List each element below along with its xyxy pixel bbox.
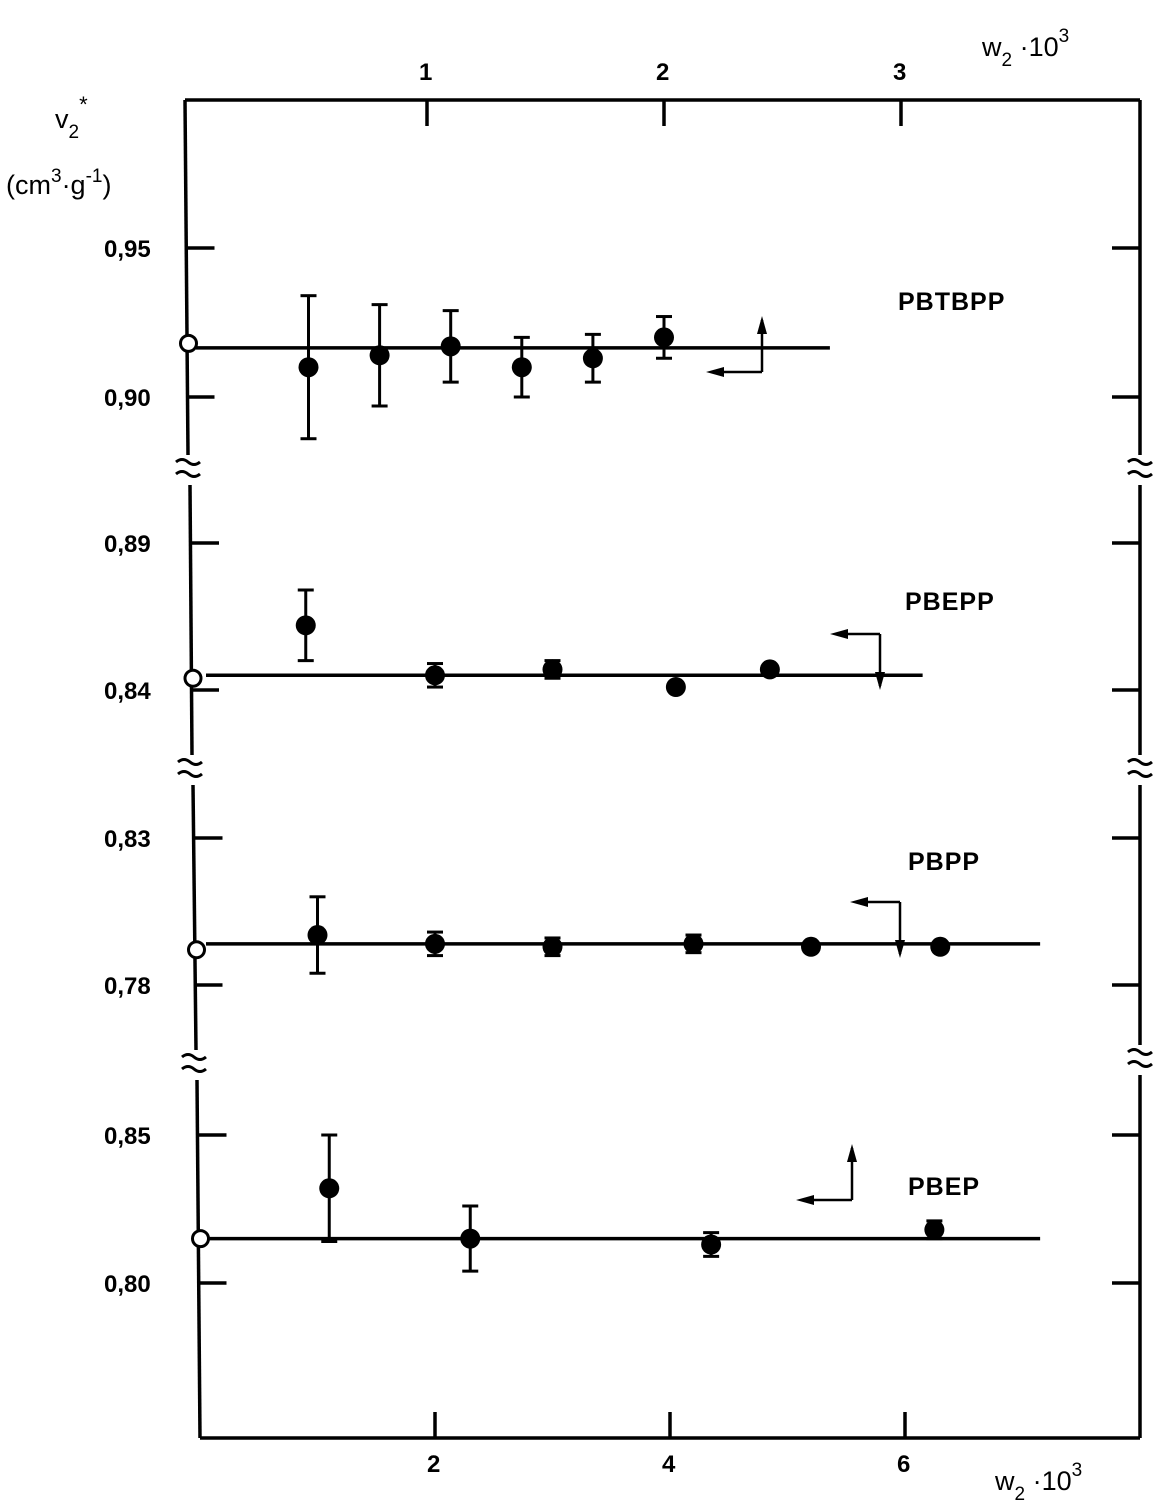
data-point-pbtbpp-0 [298, 357, 319, 378]
x-bottom-tick-label-2: 6 [897, 1451, 910, 1478]
top-x-axis-title: w2 ·103 [981, 26, 1069, 71]
data-point-pbpp-5 [930, 936, 951, 957]
y-tick-label-pbtbpp-0: 0,95 [104, 236, 151, 263]
data-point-pbpp-4 [801, 936, 821, 957]
data-point-pbpp-0 [307, 925, 328, 946]
extrapolated-point-pbpp [187, 940, 206, 960]
data-point-pbep-1 [460, 1228, 481, 1249]
break-left-3 [181, 1053, 207, 1073]
left-axis-seg-4 [195, 1079, 202, 1439]
data-point-pbepp-1 [425, 665, 445, 686]
axis-marker-arrow-left-pbpp [850, 897, 868, 907]
y-tick-label-pbtbpp-1: 0,90 [104, 385, 151, 412]
axis-marker-arrow-up-pbtbpp [757, 316, 767, 334]
extrapolated-point-pbtbpp [179, 333, 198, 353]
axis-marker-arrow-up-pbep [847, 1144, 857, 1162]
data-point-pbep-0 [319, 1178, 340, 1199]
break-right-1 [1127, 458, 1153, 478]
bottom-x-axis-title: w2 ·103 [994, 1460, 1082, 1505]
y-tick-label-pbpp-1: 0,78 [104, 973, 151, 1000]
x-bottom-tick-label-1: 4 [662, 1451, 676, 1478]
data-point-pbtbpp-3 [511, 357, 532, 378]
left-axis-seg-2 [188, 484, 194, 756]
series-label-pbepp: PBEPP [905, 588, 995, 616]
x-top-tick-label-1: 2 [656, 59, 669, 86]
axis-marker-arrow-left-pbtbpp [706, 367, 724, 377]
data-point-pbtbpp-1 [369, 345, 390, 366]
y-tick-label-pbep-0: 0,85 [104, 1123, 151, 1150]
axis-marker-arrow-down-pbpp [895, 940, 905, 958]
x-top-tick-label-2: 3 [893, 59, 906, 86]
data-point-pbpp-1 [425, 933, 445, 954]
axis-marker-pbep [802, 1148, 854, 1202]
axis-breaks [175, 458, 1153, 1073]
y-tick-label-pbepp-0: 0,89 [104, 531, 151, 558]
series-label-pbep: PBEP [908, 1173, 980, 1201]
axis-marker-pbtbpp [712, 320, 764, 374]
data-point-pbepp-0 [295, 615, 316, 636]
y-tick-label-pbpp-0: 0,83 [104, 826, 151, 853]
y-tick-label-pbep-1: 0,80 [104, 1271, 151, 1298]
plot-layer: 0,95 0,90 PBTBPP 1 2 3 0,89 0,84 PBEPP 0,83 0,78 PB… [104, 59, 1140, 1478]
x-bottom-tick-label-0: 2 [427, 1451, 440, 1478]
break-left-1 [175, 458, 201, 478]
break-left-2 [177, 758, 203, 778]
axis-marker-arrow-left-pbep [796, 1195, 814, 1205]
break-right-2 [1127, 758, 1153, 778]
y-axis-title: v2* [55, 92, 88, 143]
data-point-pbep-2 [701, 1234, 722, 1255]
extrapolated-point-pbepp [183, 668, 203, 688]
left-axis-seg-1 [183, 99, 190, 456]
data-point-pbep-3 [924, 1219, 945, 1240]
data-point-pbepp-4 [759, 659, 780, 680]
axis-marker-pbepp [836, 632, 882, 686]
axis-marker-arrow-down-pbepp [875, 672, 885, 690]
axis-marker-arrow-left-pbepp [830, 629, 848, 639]
data-point-pbtbpp-2 [440, 336, 461, 357]
y-tick-label-pbepp-1: 0,84 [104, 678, 151, 705]
left-axis-seg-3 [191, 784, 198, 1051]
break-right-3 [1127, 1048, 1153, 1068]
data-point-pbtbpp-5 [654, 327, 674, 348]
x-top-tick-label-0: 1 [419, 59, 432, 86]
data-point-pbepp-3 [665, 677, 686, 698]
axis-marker-pbpp [856, 900, 902, 954]
data-point-pbtbpp-4 [582, 348, 603, 369]
series-label-pbtbpp: PBTBPP [898, 288, 1005, 316]
data-point-pbpp-2 [542, 936, 563, 957]
extrapolated-point-pbep [191, 1229, 210, 1249]
data-point-pbpp-3 [683, 933, 704, 954]
y-axis-units: (cm3·g-1) [6, 166, 111, 200]
series-label-pbpp: PBPP [908, 848, 980, 876]
data-point-pbepp-2 [542, 659, 563, 680]
